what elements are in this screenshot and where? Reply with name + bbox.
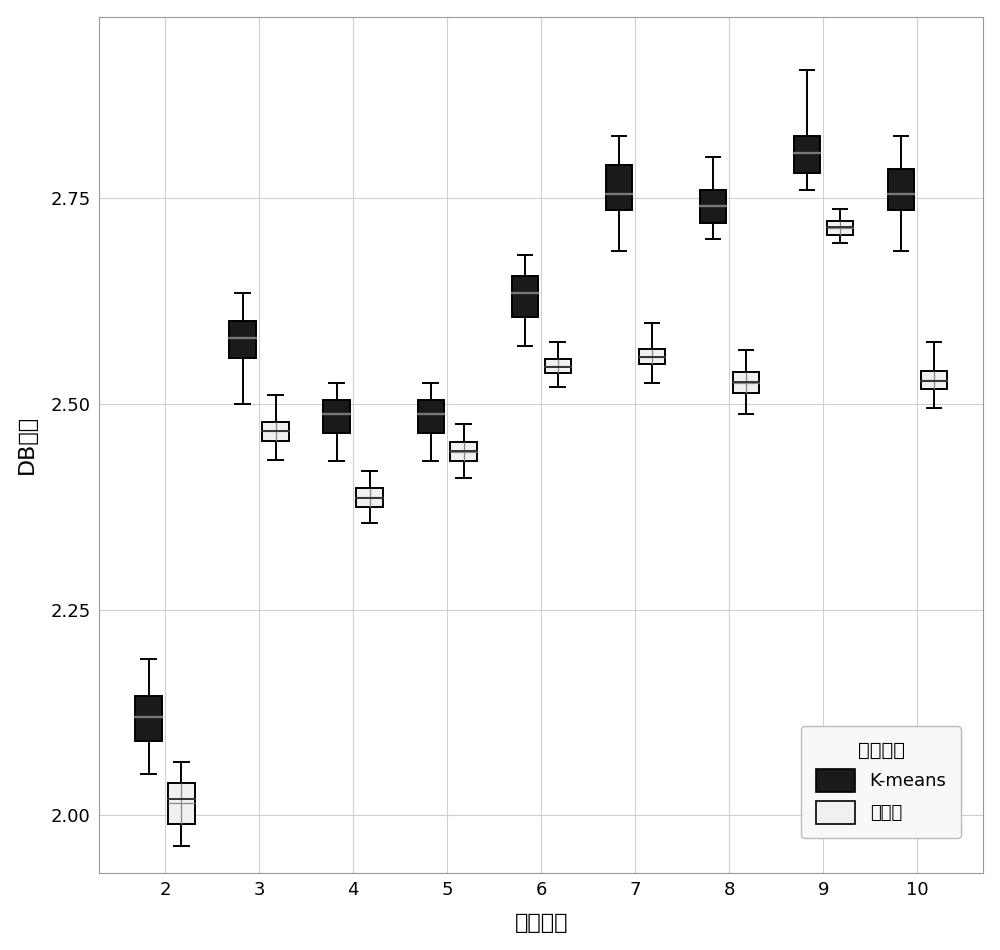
Legend: K-means, 谱聚类: K-means, 谱聚类 <box>801 726 961 839</box>
Bar <box>827 221 853 235</box>
Bar <box>733 372 759 393</box>
Bar <box>168 783 195 824</box>
X-axis label: 聚类数量: 聚类数量 <box>514 913 568 933</box>
Bar <box>639 350 665 364</box>
Bar <box>323 400 350 432</box>
Y-axis label: DB指数: DB指数 <box>17 415 37 474</box>
Bar <box>545 359 571 373</box>
Bar <box>262 422 289 441</box>
Bar <box>921 370 947 389</box>
Bar <box>418 400 444 432</box>
Bar <box>512 276 538 317</box>
Bar <box>888 169 914 210</box>
Bar <box>606 165 632 210</box>
Bar <box>356 487 383 506</box>
Bar <box>794 136 820 173</box>
Bar <box>700 190 726 222</box>
Bar <box>229 321 256 358</box>
Bar <box>135 696 162 741</box>
Bar <box>450 443 477 462</box>
